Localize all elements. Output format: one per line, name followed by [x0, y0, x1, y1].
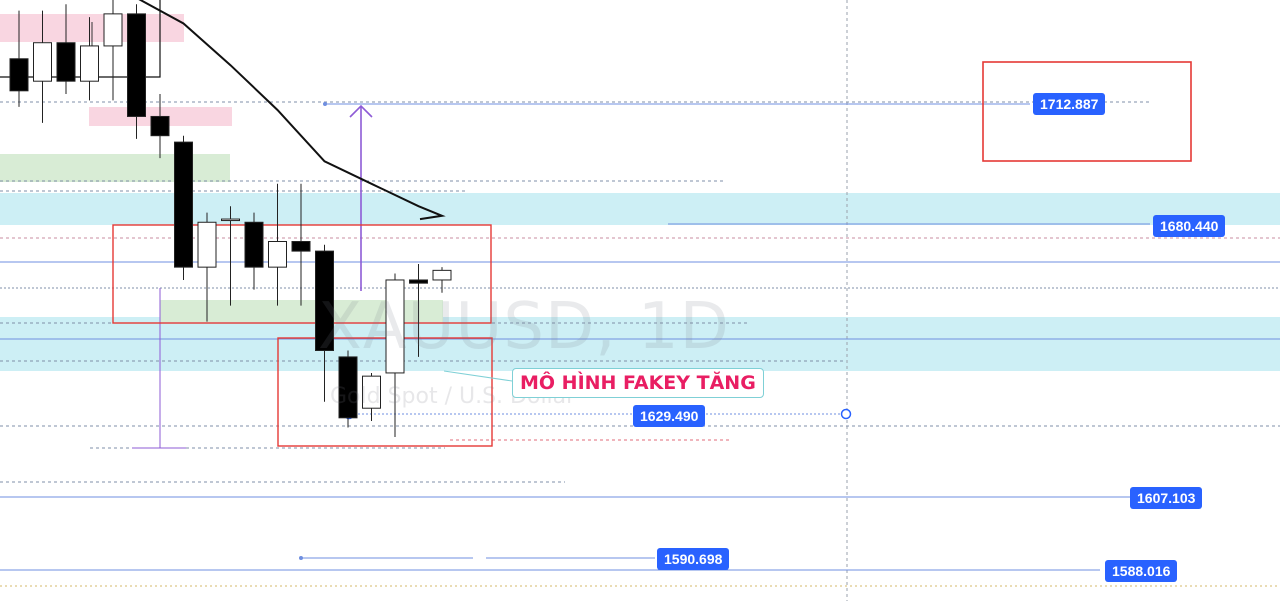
- dashed-levels: [0, 101, 1280, 587]
- moving-average-line: [138, 0, 446, 221]
- price-label-1712[interactable]: 1712.887: [1033, 93, 1106, 115]
- projection-arrow-up: [349, 104, 373, 291]
- solid-levels: [0, 223, 1280, 571]
- level-1629-anchor-right[interactable]: [840, 408, 852, 420]
- candle-bullish: [385, 279, 405, 374]
- candle-bullish: [362, 375, 381, 409]
- price-label-1680[interactable]: 1680.440: [1153, 215, 1226, 237]
- candle-bullish: [80, 45, 99, 82]
- green-zone-top: [0, 154, 230, 182]
- candle-bullish: [268, 240, 287, 268]
- target-box[interactable]: [982, 61, 1192, 162]
- level-1590-anchor[interactable]: [299, 556, 303, 560]
- callout-pointer: [443, 370, 513, 382]
- level-1712-anchor[interactable]: [323, 102, 327, 106]
- range-box-outline: [0, 0, 161, 78]
- candle-bearish: [291, 240, 311, 252]
- consolidation-box[interactable]: [112, 224, 492, 324]
- candle-bearish: [9, 58, 29, 92]
- candle-bullish: [103, 13, 123, 47]
- price-label-1588[interactable]: 1588.016: [1105, 560, 1178, 582]
- candle-bullish: [197, 221, 217, 268]
- candle-bearish: [174, 141, 193, 268]
- price-label-1607[interactable]: 1607.103: [1130, 487, 1203, 509]
- candle-bullish: [221, 218, 240, 222]
- price-label-1590[interactable]: 1590.698: [657, 548, 730, 570]
- candle-bullish: [33, 42, 52, 82]
- candle-bearish: [409, 279, 428, 284]
- candle-bearish: [127, 13, 146, 117]
- candle-bearish: [338, 356, 358, 419]
- resistance-zone: [0, 193, 1280, 225]
- candle-bearish: [315, 250, 334, 351]
- price-label-1629[interactable]: 1629.490: [633, 405, 706, 427]
- symbol-watermark: XAUUSD, 1D: [318, 290, 730, 364]
- candle-bearish: [244, 221, 264, 268]
- projection-arrow-down: [132, 288, 186, 449]
- candle-bearish: [56, 42, 76, 82]
- support-zone: [0, 317, 1280, 371]
- candle-bearish: [150, 115, 170, 137]
- fakey-box[interactable]: [277, 337, 493, 447]
- candle-bullish: [432, 269, 452, 281]
- fakey-pattern-label[interactable]: MÔ HÌNH FAKEY TĂNG: [512, 368, 764, 398]
- candlesticks: [9, 0, 452, 438]
